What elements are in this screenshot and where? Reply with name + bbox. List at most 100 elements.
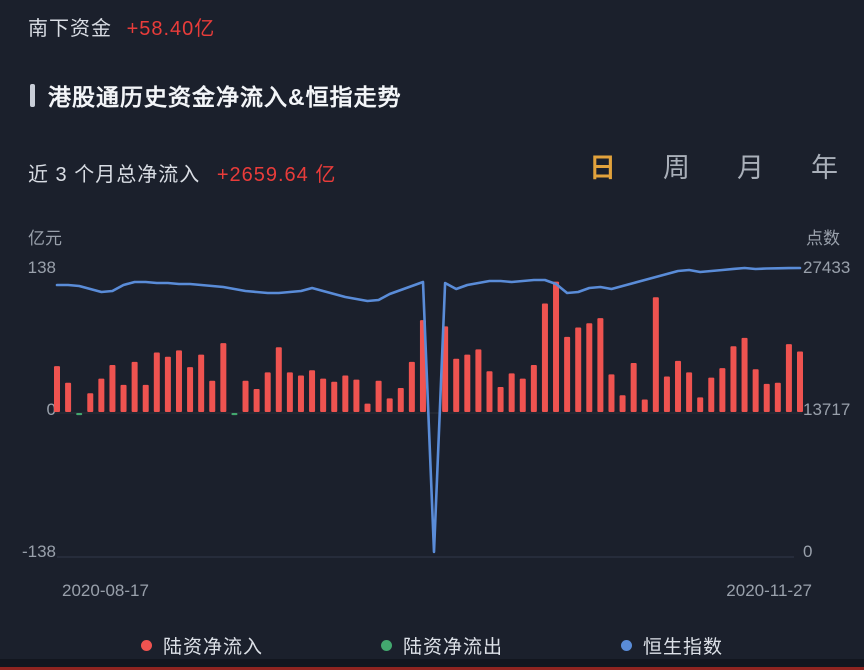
- inflow-bar[interactable]: [54, 366, 60, 412]
- inflow-bar[interactable]: [708, 377, 715, 412]
- inflow-bar[interactable]: [297, 375, 304, 412]
- inflow-bar[interactable]: [675, 360, 682, 412]
- tab-day[interactable]: 日: [589, 153, 616, 183]
- inflow-bar[interactable]: [530, 365, 537, 412]
- inflow-bar[interactable]: [719, 368, 726, 412]
- inflow-bar[interactable]: [353, 379, 360, 412]
- legend-outflow-label: 陆资净流出: [402, 637, 503, 658]
- inflow-bar[interactable]: [120, 384, 127, 412]
- inflow-bar[interactable]: [686, 372, 693, 412]
- inflow-bar[interactable]: [797, 351, 803, 412]
- inflow-bar[interactable]: [309, 370, 316, 412]
- inflow-bar[interactable]: [752, 369, 759, 412]
- left-tick-min: -138: [21, 542, 56, 561]
- legend-item-inflow: 陆资净流入: [140, 632, 263, 659]
- chart-legend: 陆资净流入 陆资净流出 恒生指数: [0, 632, 864, 659]
- x-axis-end-date: 2020-11-27: [726, 581, 812, 600]
- inflow-bar[interactable]: [375, 380, 382, 412]
- inflow-bar[interactable]: [286, 372, 293, 412]
- inflow-bar[interactable]: [464, 354, 471, 412]
- tab-month[interactable]: 月: [737, 153, 764, 183]
- inflow-bar[interactable]: [320, 378, 327, 412]
- inflow-bar[interactable]: [153, 352, 160, 412]
- inflow-bar[interactable]: [142, 384, 149, 412]
- right-tick-max: 27433: [803, 258, 851, 277]
- inflow-bar[interactable]: [453, 358, 460, 412]
- inflow-dot-icon: [140, 640, 152, 651]
- inflow-bar[interactable]: [87, 393, 94, 412]
- inflow-bar[interactable]: [275, 347, 282, 412]
- inflow-bar[interactable]: [730, 346, 737, 412]
- period-tabs: 日 周 月 年: [589, 150, 838, 186]
- left-tick-max: 138: [27, 258, 56, 277]
- hang-seng-index-line[interactable]: [55, 266, 802, 554]
- tab-week[interactable]: 周: [663, 153, 690, 183]
- inflow-bar[interactable]: [242, 380, 249, 412]
- inflow-bar[interactable]: [175, 350, 182, 412]
- inflow-bar[interactable]: [131, 361, 138, 412]
- inflow-bar[interactable]: [497, 386, 504, 412]
- legend-hsi-label: 恒生指数: [643, 637, 724, 658]
- inflow-bar[interactable]: [586, 323, 593, 412]
- net-inflow-label: 近 3 个月总净流入: [28, 164, 201, 186]
- inflow-bar[interactable]: [364, 403, 371, 412]
- section-title-row: 港股通历史资金净流入&恒指走势: [30, 78, 402, 112]
- inflow-bar[interactable]: [619, 395, 626, 412]
- inflow-bar[interactable]: [475, 349, 482, 412]
- outflow-bar[interactable]: [231, 413, 238, 416]
- inflow-bar[interactable]: [541, 303, 548, 412]
- inflow-bar[interactable]: [608, 374, 615, 412]
- flow-vs-hsi-chart[interactable]: [0, 250, 864, 570]
- outflow-dot-icon: [380, 640, 392, 651]
- inflow-bar[interactable]: [109, 365, 116, 412]
- left-axis-unit: 亿元: [28, 229, 62, 248]
- inflow-bar[interactable]: [597, 318, 604, 412]
- right-axis-unit: 点数: [806, 229, 840, 248]
- title-marker-bar: [30, 83, 35, 107]
- outflow-bar[interactable]: [76, 413, 83, 416]
- legend-item-hsi: 恒生指数: [621, 632, 723, 659]
- hsi-dot-icon: [621, 640, 632, 651]
- inflow-bar[interactable]: [508, 373, 515, 412]
- inflow-bar[interactable]: [575, 327, 582, 412]
- inflow-bar[interactable]: [408, 361, 415, 412]
- inflow-bar[interactable]: [253, 389, 260, 412]
- tab-year[interactable]: 年: [811, 153, 838, 183]
- inflow-bar[interactable]: [741, 337, 748, 412]
- inflow-bar[interactable]: [198, 354, 205, 412]
- inflow-bar[interactable]: [697, 397, 704, 412]
- inflow-bar[interactable]: [785, 344, 792, 412]
- inflow-bar[interactable]: [264, 372, 271, 412]
- inflow-bar[interactable]: [397, 388, 404, 412]
- inflow-bar[interactable]: [641, 399, 648, 412]
- inflow-bar[interactable]: [342, 375, 349, 412]
- inflow-bar[interactable]: [630, 362, 637, 412]
- southbound-funds-value: +58.40亿: [126, 18, 216, 40]
- inflow-bar[interactable]: [553, 281, 560, 412]
- bottom-edge-strip: [0, 659, 864, 670]
- legend-inflow-label: 陆资净流入: [162, 637, 263, 658]
- inflow-bar[interactable]: [386, 398, 393, 412]
- page-title: 港股通历史资金净流入&恒指走势: [48, 84, 402, 110]
- x-axis-start-date: 2020-08-17: [62, 581, 149, 600]
- left-tick-zero: 0: [46, 400, 56, 419]
- inflow-bar[interactable]: [209, 380, 216, 412]
- inflow-bar[interactable]: [164, 356, 171, 412]
- inflow-bar[interactable]: [774, 382, 781, 412]
- inflow-bar[interactable]: [65, 382, 72, 412]
- right-tick-min: 0: [803, 542, 813, 561]
- inflow-bar[interactable]: [486, 371, 493, 412]
- inflow-bar[interactable]: [98, 378, 105, 412]
- right-tick-mid: 13717: [803, 400, 851, 419]
- net-inflow-summary: 近 3 个月总净流入 +2659.64 亿: [28, 158, 336, 187]
- inflow-bar[interactable]: [663, 376, 670, 412]
- inflow-bar[interactable]: [763, 383, 770, 412]
- inflow-bar[interactable]: [519, 378, 526, 412]
- inflow-bar[interactable]: [652, 297, 659, 412]
- inflow-bar[interactable]: [564, 336, 571, 412]
- inflow-bar[interactable]: [331, 381, 338, 412]
- inflow-bar[interactable]: [220, 343, 227, 412]
- legend-item-outflow: 陆资净流出: [380, 632, 503, 659]
- inflow-bar[interactable]: [187, 367, 194, 412]
